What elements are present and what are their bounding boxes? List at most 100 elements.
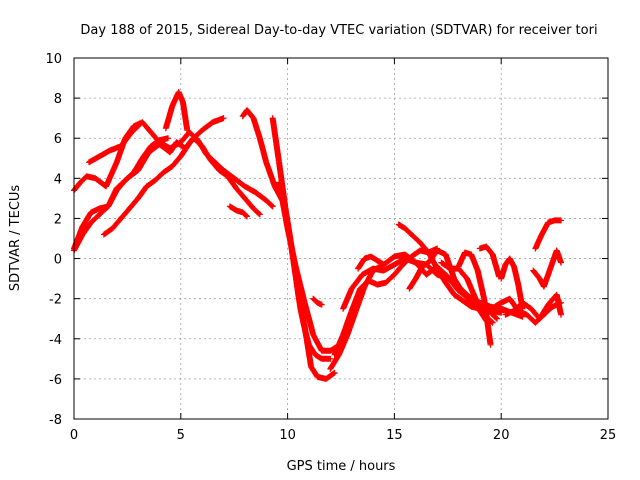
data-point-cluster: [438, 259, 452, 271]
data-point-cluster: [250, 205, 262, 217]
data-point-cluster: [442, 279, 457, 297]
data-point-cluster: [425, 248, 440, 266]
x-axis-label: GPS time / hours: [287, 459, 396, 474]
data-point-cluster: [474, 267, 487, 301]
data-point-cluster: [331, 332, 346, 358]
data-point-cluster: [451, 291, 465, 303]
data-point-cluster: [88, 212, 102, 226]
data-point-cluster: [239, 209, 250, 219]
series-2: [71, 135, 171, 254]
data-point-cluster: [459, 297, 474, 309]
series-6: [226, 203, 251, 220]
data-point-cluster: [412, 264, 425, 282]
data-point-cluster: [391, 262, 406, 278]
data-point-cluster: [340, 286, 355, 312]
series-18: [455, 249, 494, 348]
data-point-cluster: [269, 115, 282, 165]
data-point-cluster: [511, 300, 525, 314]
y-tick-label: 0: [54, 253, 62, 268]
data-point: [558, 217, 565, 224]
data-point-cluster: [209, 115, 226, 126]
series-15: [395, 221, 441, 256]
series-14: [355, 253, 387, 272]
y-tick-label: 6: [54, 132, 62, 147]
data-point-cluster: [143, 178, 158, 190]
data-point-cluster: [468, 251, 481, 273]
x-tick-label: 10: [279, 428, 296, 443]
data-point: [380, 261, 387, 268]
data-point-cluster: [96, 147, 113, 160]
data-point-cluster: [310, 295, 320, 305]
data-point-cluster: [308, 363, 320, 379]
data-point-cluster: [301, 299, 316, 337]
data-point: [318, 301, 325, 308]
plot-frame: [73, 57, 609, 420]
data-point-cluster: [348, 286, 363, 314]
data-point-cluster: [199, 119, 215, 134]
data-point-cluster: [233, 185, 248, 201]
data-point-cluster: [353, 284, 368, 314]
x-tick-label: 5: [177, 428, 185, 443]
data-point-cluster: [451, 275, 466, 295]
data-point: [269, 203, 276, 210]
data-point-cluster: [408, 231, 423, 245]
data-point-cluster: [139, 119, 154, 135]
data-point: [220, 115, 227, 122]
data-point-cluster: [107, 143, 123, 154]
y-tick-label: 2: [54, 212, 62, 227]
data-point-cluster: [263, 197, 275, 209]
data-point-cluster: [553, 247, 564, 265]
data-point-cluster: [207, 157, 222, 173]
data-point-cluster: [139, 144, 154, 162]
x-tick-label: 20: [493, 428, 510, 443]
data-point-cluster: [276, 179, 291, 231]
data-point-cluster: [113, 178, 128, 194]
data-point-cluster: [162, 104, 175, 132]
data-point: [519, 305, 526, 312]
data-point-cluster: [252, 189, 269, 203]
data-point-cluster: [295, 291, 308, 329]
data-point-cluster: [327, 352, 342, 372]
data-point-cluster: [284, 225, 299, 271]
series-9: [276, 179, 340, 354]
data-point: [135, 123, 142, 130]
series-1: [71, 135, 263, 252]
data-point-cluster: [355, 256, 367, 272]
data-point: [493, 315, 500, 322]
y-axis-label: SDTVAR / TECUs: [8, 185, 23, 292]
series-5: [162, 89, 191, 134]
y-tick-labels: -8 -6 -4 -2 0 2 4 6 8 10: [45, 52, 62, 428]
series-3: [100, 115, 227, 238]
data-point-cluster: [340, 308, 355, 338]
data-point-cluster: [199, 143, 214, 163]
data-point-cluster: [103, 160, 120, 190]
data-point-cluster: [530, 267, 542, 281]
data-point-cluster: [459, 289, 474, 305]
data-point-cluster: [498, 262, 509, 282]
data-point: [489, 319, 496, 326]
data-point-cluster: [130, 156, 145, 176]
data-point-cluster: [538, 220, 551, 238]
data-point-cluster: [250, 115, 263, 141]
data-point-cluster: [523, 311, 538, 325]
data-point-cluster: [382, 272, 397, 286]
data-point-cluster: [167, 140, 179, 156]
x-tick-label: 25: [600, 428, 617, 443]
data-point-cluster: [348, 272, 365, 292]
data-point: [184, 127, 191, 134]
data-point-cluster: [380, 262, 397, 274]
data-point-cluster: [357, 278, 371, 292]
data-point-cluster: [109, 216, 124, 232]
data-point-cluster: [472, 295, 487, 317]
chart-title: Day 188 of 2015, Sidereal Day-to-day VTE…: [80, 23, 597, 38]
data-point-cluster: [481, 295, 494, 347]
data-point-cluster: [79, 210, 94, 230]
data-point: [327, 355, 334, 362]
y-tick-label: 8: [54, 92, 62, 107]
y-tick-label: -2: [49, 293, 62, 308]
data-point-cluster: [256, 135, 269, 165]
y-tick-label: 4: [54, 172, 62, 187]
data-point-cluster: [536, 302, 551, 322]
data-point-cluster: [160, 164, 175, 176]
data-point-cluster: [301, 323, 314, 369]
